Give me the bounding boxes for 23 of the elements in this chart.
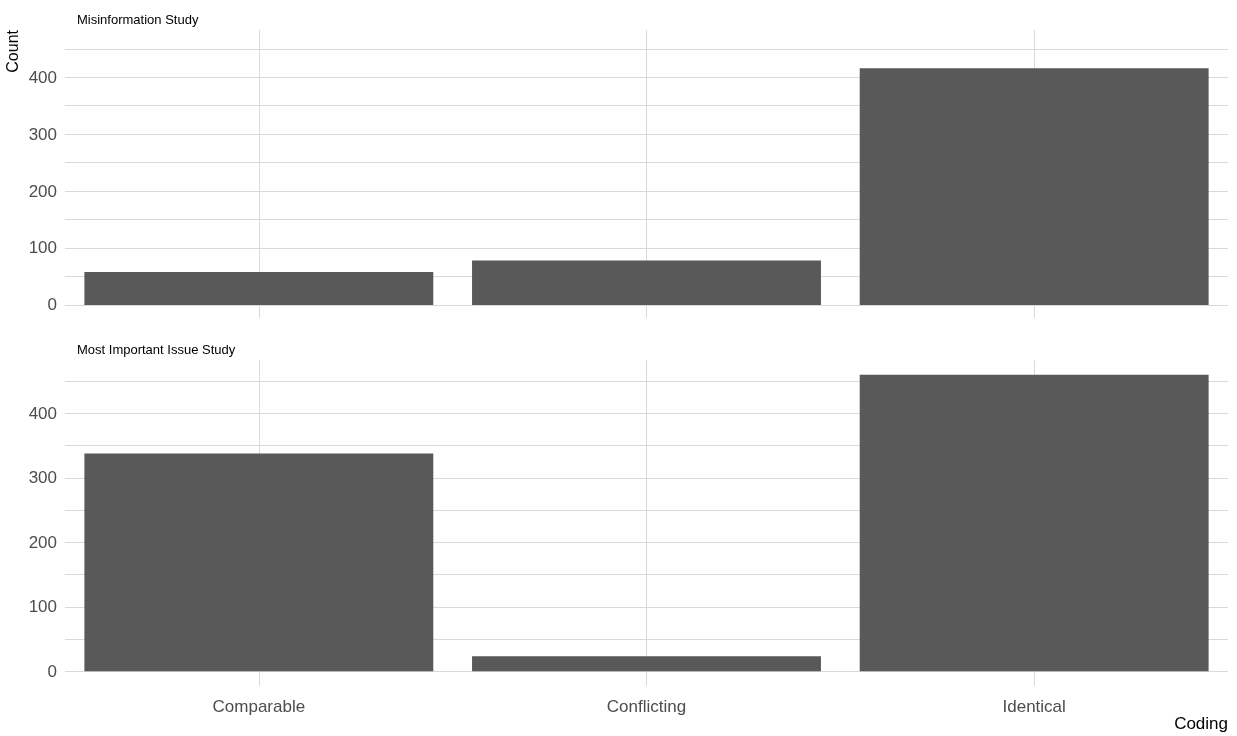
bar bbox=[84, 271, 434, 305]
bar bbox=[472, 260, 821, 305]
bar bbox=[859, 374, 1209, 672]
y-tick-label: 400 bbox=[28, 67, 57, 87]
y-tick-label: 200 bbox=[28, 181, 57, 201]
bar bbox=[859, 68, 1209, 305]
x-tick-label: Conflicting bbox=[606, 697, 687, 716]
y-tick-label: 0 bbox=[47, 295, 57, 315]
y-tick-label: 200 bbox=[28, 532, 57, 552]
x-tick-label: Identical bbox=[1002, 697, 1066, 716]
y-tick-label: 300 bbox=[28, 124, 57, 144]
y-tick-label: 300 bbox=[28, 468, 57, 488]
x-axis-title: Coding bbox=[1174, 714, 1228, 734]
y-tick-label: 0 bbox=[47, 661, 57, 681]
bar bbox=[472, 656, 821, 672]
x-tick-label: Comparable bbox=[212, 697, 306, 716]
y-axis-title: Count bbox=[3, 29, 21, 73]
chart-title: Most Important Issue Study bbox=[77, 342, 236, 357]
bar bbox=[84, 453, 434, 672]
chart-title: Misinformation Study bbox=[77, 12, 199, 27]
y-tick-label: 400 bbox=[28, 403, 57, 423]
y-tick-label: 100 bbox=[28, 597, 57, 617]
y-tick-label: 100 bbox=[28, 238, 57, 258]
